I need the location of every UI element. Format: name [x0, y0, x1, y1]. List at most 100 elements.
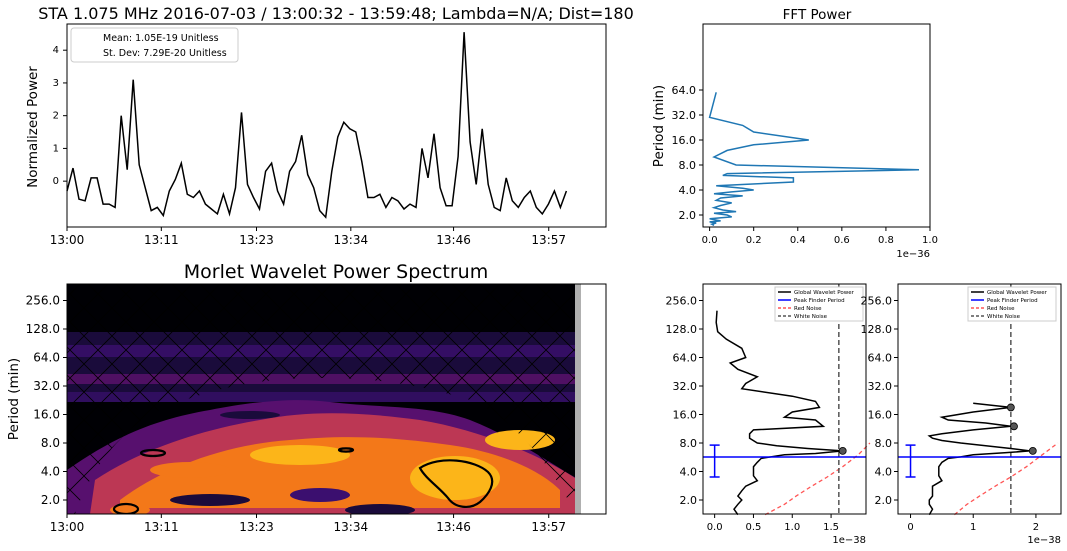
wavelet-dark-1 — [170, 494, 250, 506]
ts-legend: Mean: 1.05E-19 Unitless St. Dev: 7.29E-2… — [70, 27, 239, 63]
gws1-legend-peak: Peak Finder Period — [794, 298, 845, 304]
fft-ylabel: Period (min) — [651, 85, 667, 167]
fft-ytick-label: 16.0 — [672, 134, 697, 147]
wavelet-dark-3 — [345, 504, 415, 514]
fft-ytick-label: 2.0 — [679, 209, 697, 222]
wavelet-grey-strip — [575, 284, 581, 514]
wav-xtick-label: 13:34 — [334, 520, 369, 534]
gws2-ytick-label: 256.0 — [861, 295, 893, 308]
gws2-panel: 256.0 128.0 64.0 32.0 16.0 8.0 4.0 2.0 0 1 2 Globa… — [861, 283, 1062, 533]
gws2-peak-marker — [1028, 447, 1037, 455]
ts-xtick-label: 13:57 — [531, 233, 566, 247]
ts-ytick-label: 3 — [53, 78, 59, 89]
gws1-peak-marker — [838, 447, 847, 455]
ts-ytick-label: 1 — [53, 143, 59, 154]
gws1-ytick-label: 128.0 — [666, 323, 698, 336]
wav-ytick-label: 4.0 — [41, 465, 60, 479]
wav-ytick-label: 256.0 — [26, 294, 60, 308]
gws1-legend-gwp: Global Wavelet Power — [794, 290, 855, 296]
gws2-ytick-label: 16.0 — [868, 409, 893, 422]
gws2-global-power — [927, 402, 1030, 516]
cone-of-influence — [67, 284, 580, 514]
gws2-legend-red: Red Noise — [987, 306, 1015, 312]
gws1-global-power — [715, 310, 843, 516]
fft-ytick-label: 8.0 — [679, 159, 697, 172]
gws2-exponent: 1e−38 — [1027, 535, 1061, 546]
gws2-legend-peak: Peak Finder Period — [987, 298, 1038, 304]
fft-ytick-label: 64.0 — [672, 84, 697, 97]
gws1-ytick-label: 16.0 — [673, 409, 698, 422]
ts-ytick-label: 4 — [53, 45, 59, 56]
wavelet-hotspot-4 — [150, 462, 230, 478]
timeseries-panel: 13:00 13:11 13:23 13:34 13:46 13:57 4 3 2 1 0 Mean… — [50, 23, 607, 247]
ts-xtick-label: 13:00 — [50, 233, 85, 247]
wav-ytick-label: 2.0 — [41, 493, 60, 507]
wav-ytick-label: 8.0 — [41, 436, 60, 450]
sig-contour-1 — [139, 448, 167, 458]
ts-xtick-label: 13:23 — [239, 233, 274, 247]
gws1-legend-white: White Noise — [794, 314, 828, 320]
ts-ytick-label: 0 — [53, 176, 59, 187]
fft-title: FFT Power — [783, 7, 852, 23]
gws1-xtick-label: 0.5 — [745, 522, 761, 533]
gws2-ytick-label: 2.0 — [875, 494, 893, 507]
wavelet-dark-5 — [110, 504, 150, 514]
ts-legend-std: St. Dev: 7.29E-20 Unitless — [103, 48, 227, 59]
gws2-ytick-label: 4.0 — [875, 466, 893, 479]
fft-exponent: 1e−36 — [896, 249, 930, 260]
gws1-xtick-label: 0.0 — [707, 522, 723, 533]
fft-xtick-label: 0.6 — [834, 235, 850, 246]
gws2-red-noise — [953, 442, 1059, 516]
gws2-xtick-label: 1 — [970, 522, 976, 533]
gws2-legend-white: White Noise — [987, 314, 1021, 320]
gws1-ytick-label: 4.0 — [680, 466, 698, 479]
fft-ytick-label: 32.0 — [672, 109, 697, 122]
wavelet-hotspot-2 — [410, 456, 500, 500]
timeseries-line — [66, 32, 568, 219]
gws2-xtick-label: 0 — [907, 522, 913, 533]
gws1-ytick-label: 2.0 — [680, 494, 698, 507]
wavelet-title: Morlet Wavelet Power Spectrum — [184, 261, 488, 283]
wavelet-dark-4 — [220, 411, 280, 419]
wavelet-panel: 256.0 128.0 64.0 32.0 16.0 8.0 4.0 2.0 13:00 13:1… — [26, 283, 607, 534]
ts-xtick-label: 13:46 — [436, 233, 471, 247]
wavelet-ylabel: Period (min) — [6, 358, 22, 440]
main-title: STA 1.075 MHz 2016-07-03 / 13:00:32 - 13… — [38, 4, 634, 23]
wav-xtick-label: 13:00 — [50, 520, 85, 534]
ts-xtick-label: 13:11 — [144, 233, 179, 247]
fft-ytick-label: 4.0 — [679, 184, 697, 197]
gws1-ytick-label: 8.0 — [680, 437, 698, 450]
gws2-xtick-label: 2 — [1033, 522, 1039, 533]
gws2-ytick-label: 128.0 — [861, 323, 893, 336]
fft-xtick-label: 0.4 — [790, 235, 806, 246]
fft-xtick-label: 0.0 — [702, 235, 718, 246]
ts-ylabel: Normalized Power — [25, 66, 41, 188]
gws1-ytick-label: 256.0 — [666, 295, 698, 308]
fft-panel: 64.0 32.0 16.0 8.0 4.0 2.0 0.0 0.2 0.4 0.6 0.8 1.0 — [672, 23, 938, 246]
gws2-ytick-label: 8.0 — [875, 437, 893, 450]
gws2-ytick-label: 64.0 — [868, 352, 893, 365]
wav-ytick-label: 32.0 — [33, 379, 60, 393]
ts-xtick-label: 13:34 — [334, 233, 369, 247]
gws1-xtick-label: 1.0 — [784, 522, 800, 533]
sig-contour-4 — [112, 502, 140, 514]
wavelet-hotspot-1 — [250, 445, 350, 465]
fft-xtick-label: 1.0 — [922, 235, 938, 246]
gws1-ytick-label: 64.0 — [673, 352, 698, 365]
sig-contour-3 — [418, 459, 494, 508]
wav-ytick-label: 64.0 — [33, 351, 60, 365]
gws1-legend-red: Red Noise — [794, 306, 822, 312]
gws1-ytick-label: 32.0 — [673, 380, 698, 393]
wav-xtick-label: 13:57 — [531, 520, 566, 534]
fft-xtick-label: 0.8 — [878, 235, 894, 246]
gws1-legend: Global Wavelet Power Peak Finder Period … — [774, 286, 864, 322]
wav-xtick-label: 13:11 — [144, 520, 179, 534]
wav-xtick-label: 13:23 — [239, 520, 274, 534]
gws1-exponent: 1e−38 — [832, 535, 866, 546]
fft-line — [708, 92, 920, 227]
gws2-legend-gwp: Global Wavelet Power — [987, 290, 1048, 296]
fft-xtick-label: 0.2 — [746, 235, 762, 246]
gws2-peak-marker — [1010, 422, 1018, 431]
gws2-ytick-label: 32.0 — [868, 380, 893, 393]
